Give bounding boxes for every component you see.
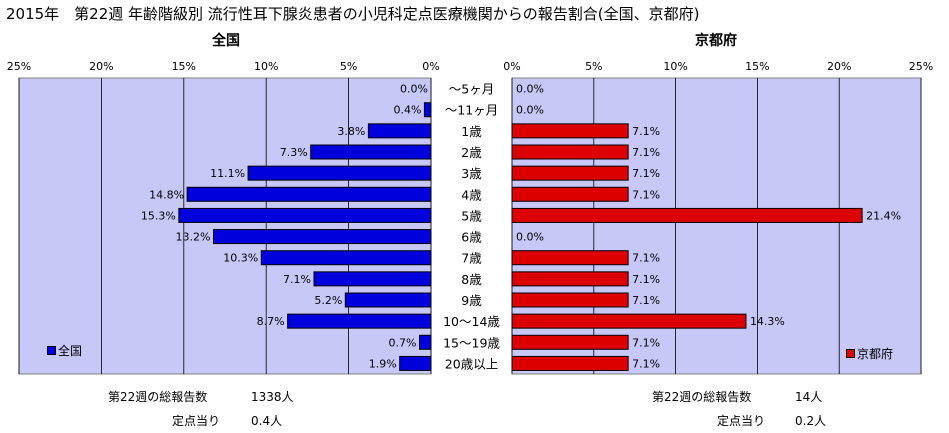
kyoto-per-label: 定点当り [717, 414, 766, 428]
kyoto-legend-swatch [846, 349, 855, 358]
national-legend-swatch [47, 346, 56, 355]
category-label: 8歳 [461, 272, 482, 287]
national-bar [423, 102, 432, 118]
national-panel-title: 全国 [212, 33, 240, 49]
national-tick-label: 10% [254, 60, 278, 73]
kyoto-total-value: 14人 [795, 390, 823, 404]
kyoto-tick-label: 20% [827, 60, 851, 73]
national-total-value: 1338人 [251, 390, 294, 404]
kyoto-bar [511, 186, 629, 202]
national-legend-label: 全国 [58, 344, 83, 358]
kyoto-tick-label: 0% [503, 60, 520, 73]
category-label: ～5ヶ月 [449, 82, 494, 97]
kyoto-bar [511, 165, 629, 181]
kyoto-data-label: 7.1% [632, 336, 660, 349]
national-per-value: 0.4人 [251, 414, 283, 428]
national-data-label: 8.7% [257, 315, 285, 328]
kyoto-bar [511, 355, 629, 371]
kyoto-bar [511, 292, 629, 308]
national-data-label: 3.8% [337, 125, 365, 138]
national-bar [178, 207, 432, 223]
national-data-label: 14.8% [149, 188, 184, 201]
national-bar [212, 229, 432, 245]
kyoto-bar [511, 250, 629, 266]
category-label: 3歳 [461, 166, 482, 181]
kyoto-bar [511, 207, 863, 223]
national-tick-label: 0% [422, 60, 439, 73]
kyoto-data-label: 21.4% [866, 209, 901, 222]
national-tick-label: 20% [89, 60, 113, 73]
kyoto-data-label: 0.0% [516, 231, 544, 244]
category-label: ～11ヶ月 [445, 103, 498, 118]
national-tick-label: 5% [340, 60, 357, 73]
national-data-label: 7.1% [283, 273, 311, 286]
national-data-label: 10.3% [223, 252, 258, 265]
national-plot-area [18, 77, 432, 375]
national-data-label: 0.0% [400, 83, 428, 96]
kyoto-data-label: 7.1% [632, 294, 660, 307]
kyoto-tick-label: 25% [909, 60, 933, 73]
category-label: 10～14歳 [443, 314, 500, 329]
chart-title: 2015年 第22週 年齢階級別 流行性耳下腺炎患者の小児科定点医療機関からの報… [6, 5, 700, 23]
national-data-label: 1.9% [369, 357, 397, 370]
category-label: 1歳 [461, 124, 482, 139]
category-label: 20歳以上 [445, 356, 498, 371]
kyoto-panel-title: 京都府 [695, 33, 737, 49]
kyoto-data-label: 7.1% [632, 167, 660, 180]
national-bar [260, 250, 432, 266]
kyoto-bar [511, 123, 629, 139]
national-bar [247, 165, 432, 181]
national-per-label: 定点当り [172, 414, 221, 428]
national-data-label: 5.2% [314, 294, 342, 307]
kyoto-data-label: 7.1% [632, 188, 660, 201]
national-data-label: 7.3% [280, 146, 308, 159]
kyoto-total-label: 第22週の総報告数 [652, 390, 752, 404]
kyoto-bar [511, 144, 629, 160]
national-legend: 全国 [47, 342, 82, 359]
national-bar [344, 292, 432, 308]
kyoto-data-label: 7.1% [632, 273, 660, 286]
kyoto-tick-label: 10% [663, 60, 687, 73]
national-tick-label: 15% [172, 60, 196, 73]
kyoto-per-value: 0.2人 [795, 414, 827, 428]
kyoto-data-label: 7.1% [632, 146, 660, 159]
national-data-label: 0.4% [393, 104, 421, 117]
kyoto-legend-label: 京都府 [857, 347, 894, 361]
kyoto-tick-label: 15% [745, 60, 769, 73]
national-bar [310, 144, 432, 160]
kyoto-bar [511, 334, 629, 350]
national-total-label: 第22週の総報告数 [108, 390, 208, 404]
national-bar [367, 123, 432, 139]
kyoto-data-label: 14.3% [750, 315, 785, 328]
category-label: 4歳 [461, 187, 482, 202]
category-label: 2歳 [461, 145, 482, 160]
kyoto-plot-area [511, 77, 922, 375]
kyoto-data-label: 0.0% [516, 104, 544, 117]
national-data-label: 0.7% [389, 336, 417, 349]
kyoto-legend: 京都府 [846, 345, 893, 362]
national-data-label: 15.3% [141, 209, 176, 222]
population-pyramid-chart: 0% 0% 5% 5% 10% 10% 15% 15% 20% 20% 25% 25% 0.0% 0.0%… [7, 60, 933, 375]
kyoto-data-label: 7.1% [632, 125, 660, 138]
national-bar [287, 313, 432, 329]
category-label: 5歳 [461, 208, 482, 223]
national-tick-label: 25% [7, 60, 31, 73]
national-bar [418, 334, 432, 350]
kyoto-data-label: 0.0% [516, 83, 544, 96]
category-label: 7歳 [461, 251, 482, 266]
kyoto-data-label: 7.1% [632, 252, 660, 265]
kyoto-bar [511, 313, 747, 329]
category-label: 9歳 [461, 293, 482, 308]
national-data-label: 13.2% [176, 231, 211, 244]
category-label: 15～19歳 [443, 335, 500, 350]
national-bar [186, 186, 432, 202]
kyoto-bar [511, 271, 629, 287]
kyoto-tick-label: 5% [585, 60, 602, 73]
national-data-label: 11.1% [210, 167, 245, 180]
kyoto-data-label: 7.1% [632, 357, 660, 370]
category-label: 6歳 [461, 230, 482, 245]
national-bar [313, 271, 432, 287]
national-bar [399, 355, 432, 371]
